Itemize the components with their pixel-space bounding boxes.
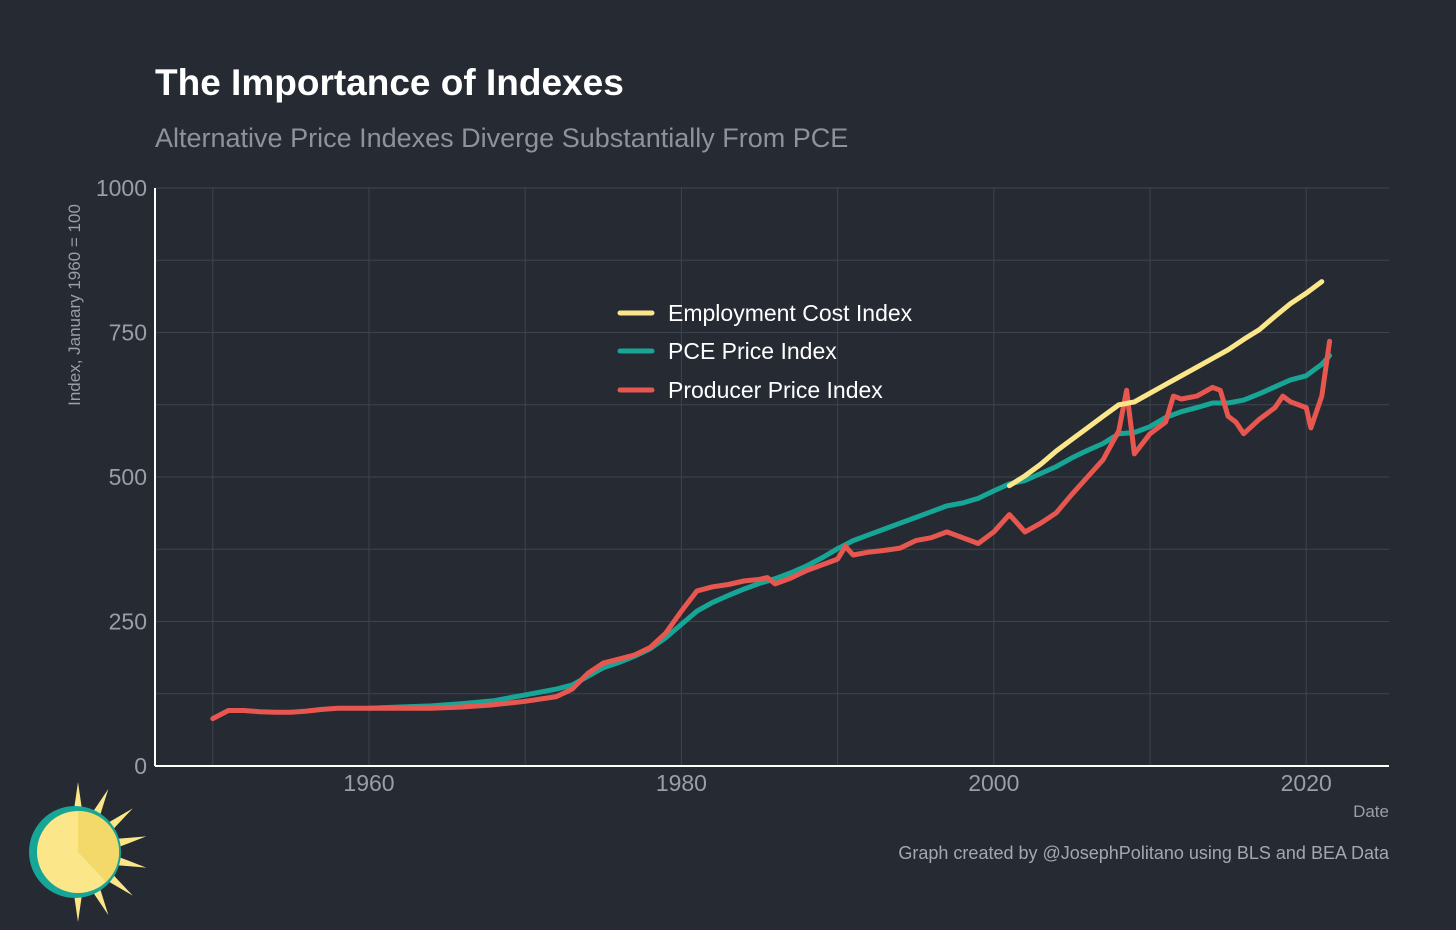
sun-ray xyxy=(91,788,109,819)
series-line-pce-price-index xyxy=(366,353,1333,711)
source-caption: Graph created by @JosephPolitano using B… xyxy=(898,843,1390,863)
x-tick-label: 1960 xyxy=(343,770,394,796)
sun-rays xyxy=(73,782,147,922)
legend-label-pce: PCE Price Index xyxy=(668,338,837,364)
x-axis-ticks: 1960 1980 2000 2020 xyxy=(343,770,1331,796)
y-tick-label: 1000 xyxy=(96,175,147,201)
sun-ray xyxy=(106,873,133,896)
chart-subtitle: Alternative Price Indexes Diverge Substa… xyxy=(155,123,848,153)
sun-ray xyxy=(115,856,147,868)
x-tick-label: 1980 xyxy=(656,770,707,796)
y-tick-label: 500 xyxy=(109,464,147,490)
legend: Employment Cost Index PCE Price Index Pr… xyxy=(617,300,913,403)
sun-logo-icon xyxy=(29,782,147,922)
y-axis-ticks: 0 250 500 750 1000 xyxy=(96,175,147,779)
series-line-producer-price-index xyxy=(210,338,1333,722)
sun-ray xyxy=(115,836,147,848)
chart-title: The Importance of Indexes xyxy=(155,62,624,103)
sun-ray xyxy=(73,782,83,813)
sun-ray xyxy=(106,808,133,831)
legend-label-ppi: Producer Price Index xyxy=(668,377,883,403)
x-tick-label: 2000 xyxy=(968,770,1019,796)
y-tick-label: 750 xyxy=(109,320,147,346)
y-tick-label: 0 xyxy=(134,753,147,779)
sun-ray xyxy=(91,885,109,916)
x-tick-label: 2020 xyxy=(1281,770,1332,796)
grid-lines xyxy=(155,187,1389,766)
series-lines xyxy=(210,279,1333,722)
series-line-employment-cost-index xyxy=(1006,279,1325,489)
y-axis-title: Index, January 1960 = 100 xyxy=(65,204,84,406)
sun-ray xyxy=(73,891,83,922)
x-axis-title: Date xyxy=(1353,802,1389,821)
sun-disc-shade xyxy=(78,811,120,882)
y-tick-label: 250 xyxy=(109,609,147,635)
legend-label-employment: Employment Cost Index xyxy=(668,300,913,326)
